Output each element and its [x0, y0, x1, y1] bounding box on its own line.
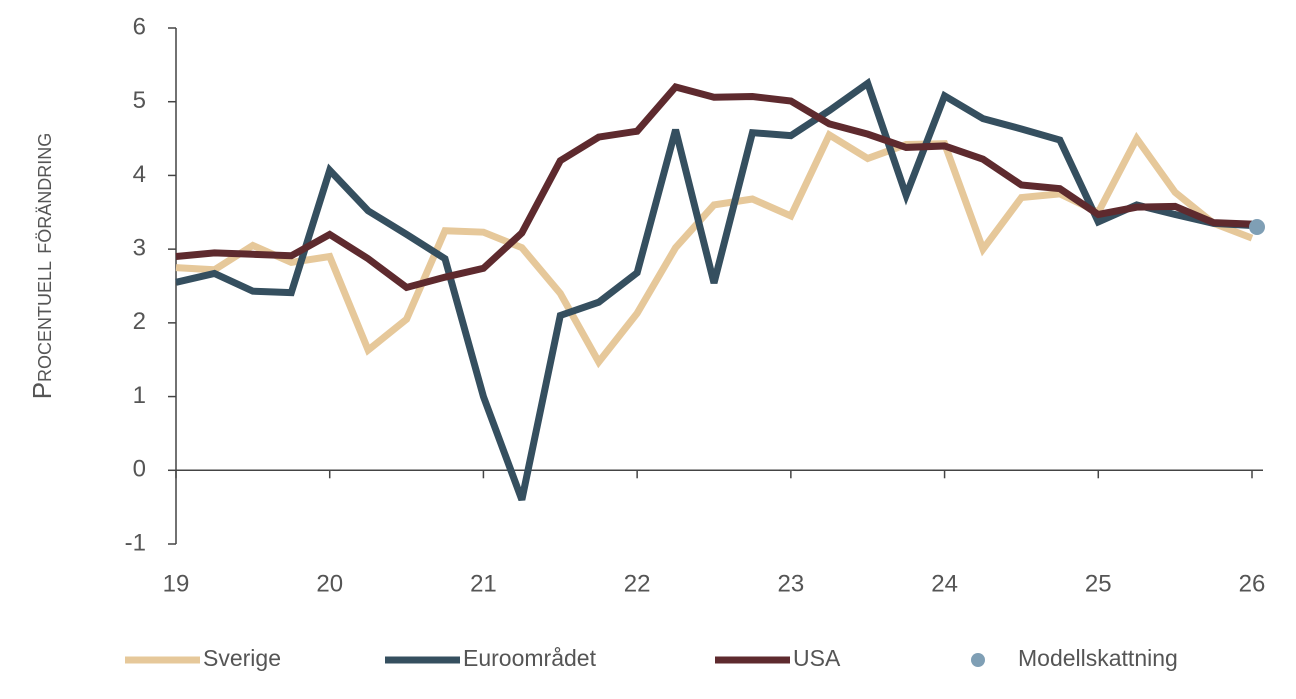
y-tick-label: 3: [133, 234, 146, 261]
series-line: [175, 129, 1254, 369]
x-tick-label: 24: [931, 570, 958, 597]
series-line: [175, 77, 1253, 501]
y-tick-label: 0: [133, 456, 146, 483]
x-tick-label: 20: [316, 570, 343, 597]
legend-marker: [971, 653, 985, 667]
x-tick-label: 25: [1085, 570, 1112, 597]
x-tick-label: 23: [778, 570, 805, 597]
x-tick-label: 21: [470, 570, 497, 597]
y-tick-label: 1: [133, 382, 146, 409]
x-tick-label: 26: [1239, 570, 1266, 597]
legend-label: USA: [793, 645, 841, 671]
y-tick-label: 2: [133, 308, 146, 335]
legend-label: Sverige: [203, 645, 281, 671]
y-tick-label: 6: [133, 13, 146, 40]
y-tick-label: -1: [125, 529, 146, 556]
legend-label: Modellskattning: [1018, 645, 1178, 671]
x-tick-label: 22: [624, 570, 651, 597]
legend-label: Euroområdet: [463, 645, 597, 671]
y-tick-label: 5: [133, 87, 146, 114]
model-point: [1249, 219, 1265, 236]
y-tick-label: 4: [133, 161, 146, 188]
x-tick-label: 19: [163, 570, 190, 597]
y-axis-title: Procentuell förändring: [27, 133, 57, 400]
series-line: [175, 83, 1253, 292]
